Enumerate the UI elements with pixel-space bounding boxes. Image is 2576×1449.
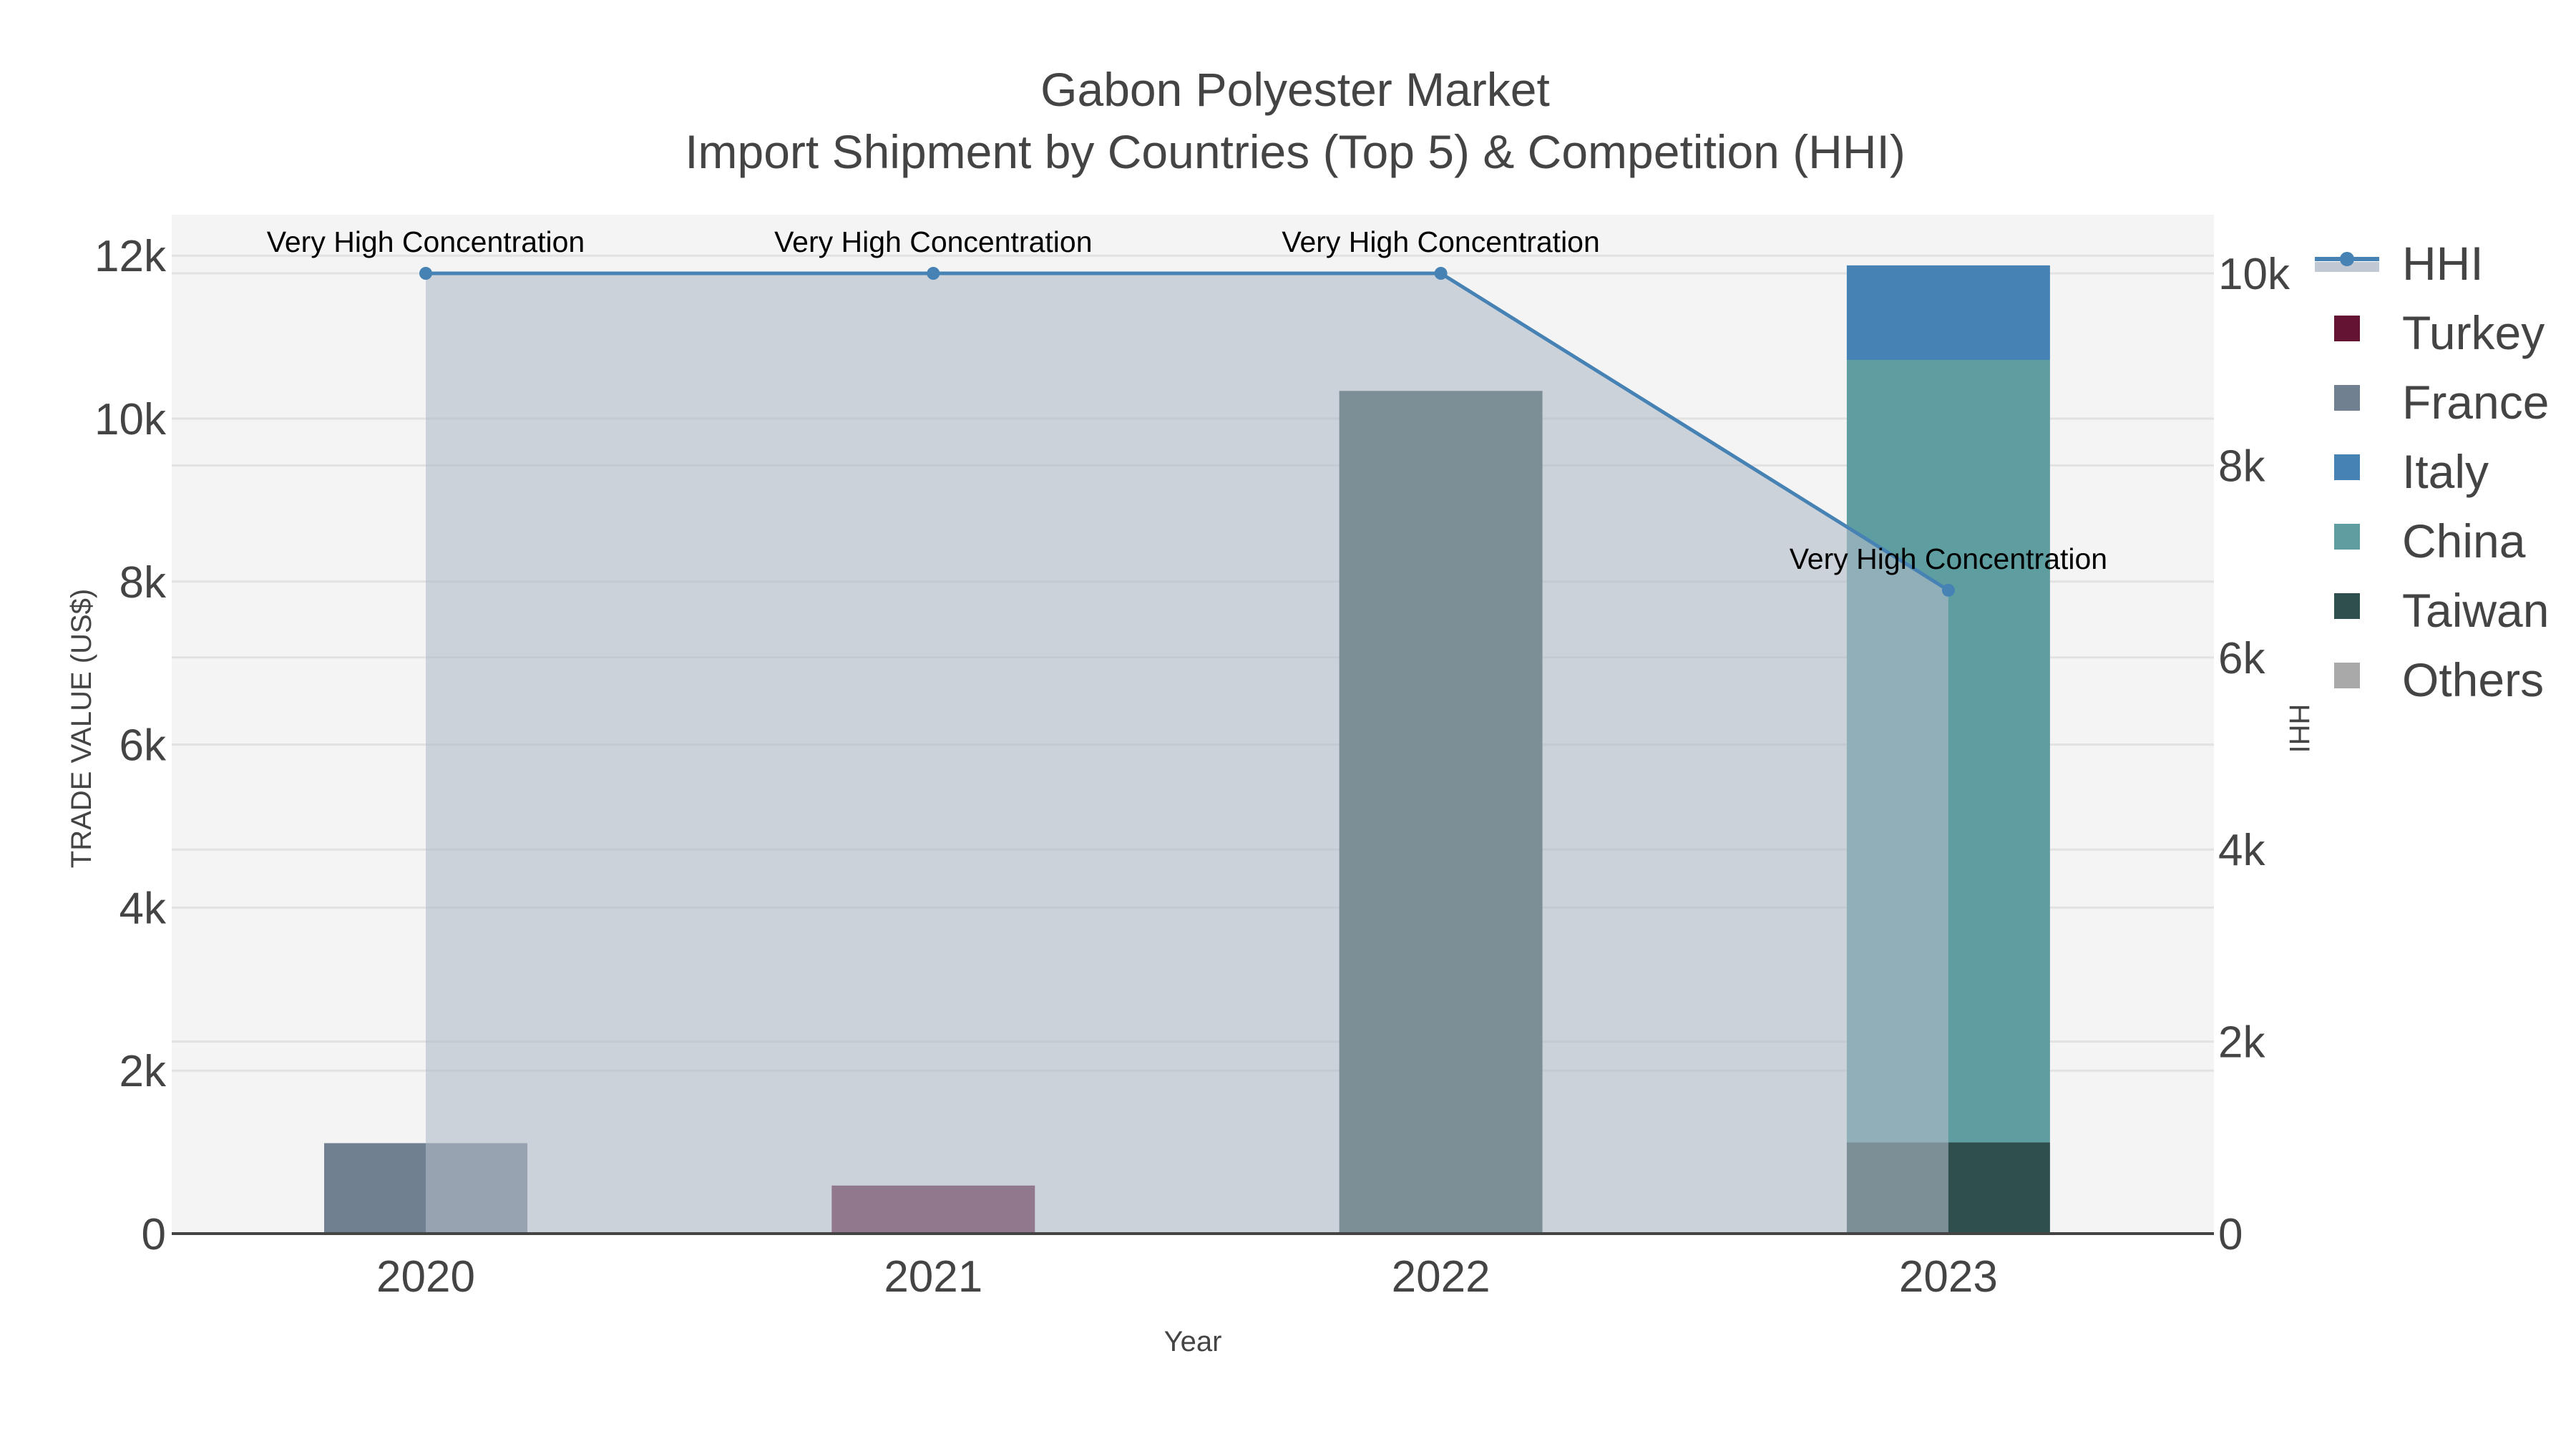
legend-area-swatch — [2315, 262, 2379, 272]
legend-item-hhi[interactable]: HHI — [2315, 237, 2484, 290]
x-axis-title: Year — [1164, 1326, 1222, 1357]
legend-label: Others — [2402, 653, 2544, 706]
legend-label: Turkey — [2402, 306, 2545, 359]
legend-item-france[interactable]: France — [2334, 376, 2549, 429]
legend-label: France — [2402, 376, 2549, 429]
y-left-axis-title: TRADE VALUE (US$) — [66, 589, 97, 868]
bar-italy-2023[interactable] — [1846, 265, 2050, 360]
legend-item-italy[interactable]: Italy — [2334, 445, 2489, 498]
y-right-tick: 6k — [2218, 634, 2265, 683]
legend-item-taiwan[interactable]: Taiwan — [2334, 584, 2549, 637]
y-left-tick-labels: 0 2k 4k 6k 8k 10k 12k — [94, 232, 167, 1259]
y-left-tick: 8k — [119, 558, 167, 608]
chart-title-line2: Import Shipment by Countries (Top 5) & C… — [685, 125, 1906, 178]
legend-swatch-icon — [2334, 663, 2360, 688]
legend-swatch-icon — [2334, 454, 2360, 480]
legend-marker-icon — [2340, 252, 2354, 266]
legend-label: HHI — [2402, 237, 2484, 290]
legend-label: China — [2402, 514, 2526, 567]
legend-label: Italy — [2402, 445, 2489, 498]
y-left-tick: 0 — [142, 1210, 166, 1259]
hhi-annotation: Very High Concentration — [774, 225, 1092, 258]
hhi-marker[interactable] — [1434, 267, 1448, 280]
hhi-markers — [419, 267, 1955, 597]
legend-swatch-icon — [2334, 524, 2360, 550]
hhi-line[interactable] — [426, 271, 1950, 592]
hhi-marker[interactable] — [927, 267, 940, 280]
hhi-marker[interactable] — [419, 267, 432, 280]
legend-swatch-icon — [2334, 316, 2360, 341]
chart-title-line1: Gabon Polyester Market — [1040, 63, 1550, 116]
y-left-tick: 4k — [119, 884, 167, 933]
y-right-tick: 4k — [2218, 826, 2265, 875]
hhi-annotations: Very High Concentration Very High Concent… — [267, 225, 2107, 575]
legend-swatch-icon — [2334, 385, 2360, 411]
hhi-annotation: Very High Concentration — [1282, 225, 1599, 258]
hhi-marker[interactable] — [1941, 583, 1955, 597]
x-tick: 2021 — [884, 1252, 982, 1302]
y-left-tick: 12k — [94, 232, 167, 281]
legend-label: Taiwan — [2402, 584, 2549, 637]
y-left-tick: 6k — [119, 721, 167, 771]
hhi-annotation: Very High Concentration — [1790, 542, 2107, 575]
legend-item-others[interactable]: Others — [2334, 653, 2544, 706]
legend: HHI Turkey France Italy China Taiwan Others — [2315, 237, 2549, 706]
y-left-tick: 10k — [94, 395, 167, 444]
hhi-area — [426, 273, 1948, 1234]
hhi-annotation: Very High Concentration — [267, 225, 585, 258]
x-tick: 2023 — [1899, 1252, 1998, 1302]
x-tick-labels: 2020 2021 2022 2023 — [376, 1252, 1998, 1302]
y-right-tick: 2k — [2218, 1018, 2265, 1068]
x-tick: 2020 — [376, 1252, 475, 1302]
legend-item-turkey[interactable]: Turkey — [2334, 306, 2545, 359]
x-tick: 2022 — [1392, 1252, 1491, 1302]
y-right-axis-title: HHI — [2283, 704, 2315, 753]
y-right-tick-labels: 0 2k 4k 6k 8k 10k — [2218, 250, 2290, 1259]
y-right-tick: 8k — [2218, 441, 2265, 491]
y-left-tick: 2k — [119, 1047, 167, 1096]
y-right-tick: 10k — [2218, 250, 2290, 299]
y-right-tick: 0 — [2218, 1210, 2243, 1259]
legend-swatch-icon — [2334, 593, 2360, 619]
legend-item-china[interactable]: China — [2334, 514, 2526, 567]
